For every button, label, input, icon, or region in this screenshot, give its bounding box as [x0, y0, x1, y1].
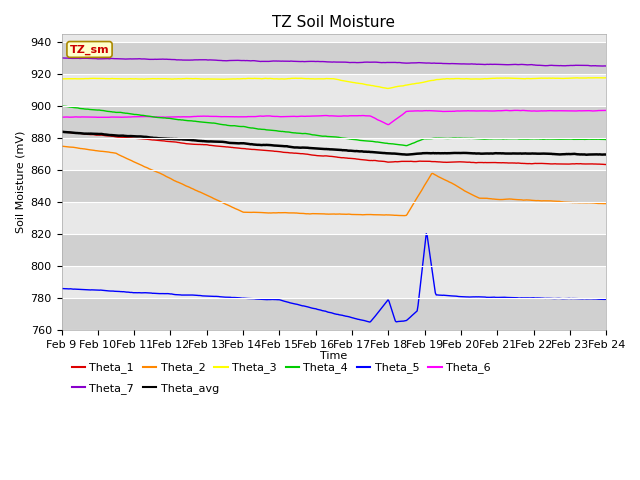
Line: Theta_avg: Theta_avg [61, 132, 606, 155]
Theta_4 [379, 140, 387, 145]
Theta_avg [304, 145, 312, 151]
X-axis label: Time: Time [320, 351, 348, 361]
Theta_2 [198, 190, 205, 196]
Theta_7 [379, 60, 387, 65]
Bar [61, 202, 606, 234]
Theta_4 [154, 115, 162, 120]
Theta_6 [304, 113, 312, 119]
Bar [61, 298, 606, 330]
Theta_4 [198, 119, 205, 125]
Theta_2 [154, 169, 162, 175]
Line: Theta_3: Theta_3 [61, 78, 606, 88]
Theta_2 [304, 211, 312, 216]
Line: Theta_5: Theta_5 [61, 234, 606, 322]
Legend: Theta_7, Theta_avg: Theta_7, Theta_avg [67, 379, 223, 399]
Theta_3 [593, 75, 600, 81]
Theta_5 [198, 293, 205, 299]
Theta_3 [58, 76, 65, 82]
Bar [61, 74, 606, 106]
Theta_7 [154, 57, 162, 62]
Title: TZ Soil Moisture: TZ Soil Moisture [273, 15, 396, 30]
Bar [61, 266, 606, 298]
Theta_2 [401, 213, 408, 218]
Bar [61, 170, 606, 202]
Theta_avg [468, 150, 476, 156]
Theta_2 [379, 212, 387, 218]
Theta_7 [422, 60, 429, 66]
Theta_5 [422, 231, 430, 237]
Bar [61, 106, 606, 138]
Theta_2 [468, 192, 476, 198]
Theta_2 [58, 144, 65, 149]
Theta_avg [198, 138, 205, 144]
Theta_avg [379, 150, 387, 156]
Theta_6 [198, 113, 205, 119]
Theta_4 [422, 136, 430, 142]
Theta_5 [470, 294, 477, 300]
Theta_5 [304, 304, 312, 310]
Theta_6 [602, 108, 610, 113]
Theta_3 [304, 76, 312, 82]
Theta_5 [58, 286, 65, 291]
Theta_4 [602, 137, 610, 143]
Line: Theta_7: Theta_7 [61, 58, 606, 66]
Theta_1 [304, 152, 312, 157]
Theta_7 [468, 61, 476, 67]
Theta_1 [198, 142, 205, 147]
Theta_4 [58, 103, 65, 109]
Bar [61, 234, 606, 266]
Theta_6 [58, 114, 65, 120]
Theta_7 [198, 57, 205, 63]
Theta_1 [379, 158, 387, 164]
Theta_3 [154, 76, 162, 82]
Text: TZ_sm: TZ_sm [70, 44, 109, 55]
Theta_5 [154, 291, 162, 297]
Theta_6 [379, 119, 387, 125]
Theta_1 [58, 129, 65, 134]
Theta_4 [304, 131, 312, 137]
Line: Theta_1: Theta_1 [61, 132, 606, 165]
Theta_6 [513, 108, 520, 113]
Theta_avg [602, 152, 610, 157]
Theta_7 [602, 63, 610, 69]
Theta_avg [422, 150, 429, 156]
Line: Theta_4: Theta_4 [61, 106, 606, 145]
Theta_avg [58, 129, 65, 134]
Bar [61, 42, 606, 74]
Theta_3 [468, 76, 476, 82]
Theta_5 [602, 297, 610, 302]
Line: Theta_6: Theta_6 [61, 110, 606, 125]
Y-axis label: Soil Moisture (mV): Soil Moisture (mV) [15, 131, 25, 233]
Theta_2 [602, 201, 610, 206]
Theta_3 [602, 75, 610, 81]
Theta_6 [468, 108, 476, 114]
Theta_avg [582, 152, 590, 157]
Theta_3 [422, 79, 430, 84]
Theta_3 [379, 85, 387, 91]
Theta_7 [304, 59, 312, 64]
Theta_1 [422, 158, 429, 164]
Theta_3 [198, 76, 205, 82]
Theta_3 [384, 85, 392, 91]
Theta_6 [422, 108, 430, 113]
Bar [61, 138, 606, 170]
Theta_1 [468, 159, 476, 165]
Theta_avg [154, 135, 162, 141]
Line: Theta_2: Theta_2 [61, 146, 606, 216]
Theta_6 [154, 114, 162, 120]
Theta_5 [423, 232, 431, 238]
Theta_1 [154, 138, 162, 144]
Theta_4 [468, 135, 476, 141]
Theta_7 [58, 55, 65, 61]
Theta_1 [602, 162, 610, 168]
Theta_2 [422, 180, 430, 186]
Theta_7 [598, 63, 605, 69]
Theta_4 [403, 143, 410, 148]
Theta_5 [366, 319, 374, 325]
Theta_5 [380, 303, 387, 309]
Theta_6 [384, 122, 392, 128]
